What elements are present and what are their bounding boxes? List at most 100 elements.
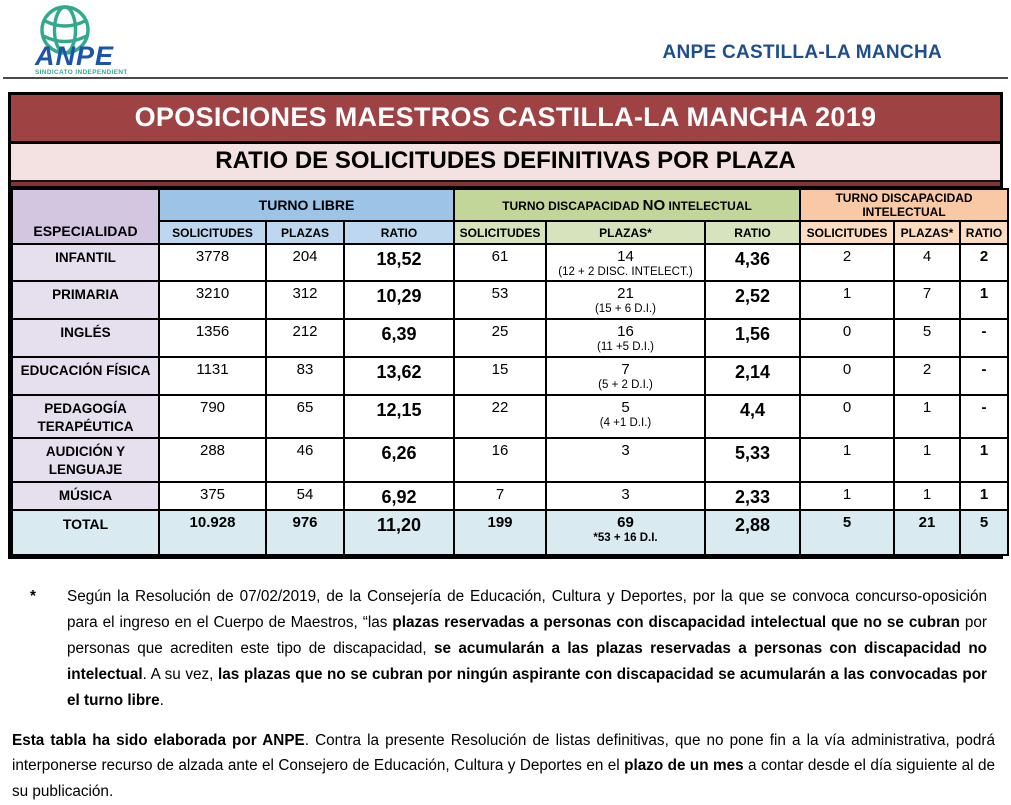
group-turno-discapacidad-no-intelectual: TURNO DISCAPACIDAD NO INTELECTUAL — [452, 188, 802, 222]
td-plazas-note: (5 + 2 D.I.) — [598, 378, 653, 391]
td-solicitudes-total: 199 — [453, 508, 547, 556]
tl-solicitudes-cell: 288 — [158, 437, 267, 483]
page-header: ANPE SINDICATO INDEPENDIENTE ANPE CASTIL… — [3, 0, 1008, 79]
ti-ratio-cell: - — [959, 355, 1010, 396]
td-plazas-value: 21 — [617, 285, 634, 303]
footnote: * Según la Resolución de 07/02/2019, de … — [30, 584, 987, 714]
footnote-seg7: . — [159, 691, 164, 709]
especialidad-cell: PRIMARIA — [11, 280, 160, 320]
ti-ratio-cell: - — [959, 393, 1010, 440]
td-plazas-note: (15 + 6 D.I.) — [594, 303, 657, 316]
especialidad-header: ESPECIALIDAD — [11, 188, 160, 245]
tl-solicitudes-cell: 3210 — [158, 280, 267, 320]
ti-solicitudes-cell: 2 — [799, 242, 896, 283]
total-label-cell: TOTAL — [11, 508, 160, 556]
col-td-ratio: RATIO — [703, 220, 802, 245]
td-plazas-cell: 5 (4 +1 D.I.) — [545, 393, 706, 440]
ti-ratio-cell: 1 — [959, 437, 1010, 483]
ti-ratio-cell: 1 — [959, 280, 1010, 320]
tl-ratio-total: 11,20 — [343, 508, 455, 556]
td-solicitudes-cell: 25 — [453, 317, 547, 358]
tl-ratio-cell: 10,29 — [343, 280, 455, 320]
col-ti-plazas: PLAZAS* — [893, 220, 962, 245]
tl-solicitudes-cell: 3778 — [158, 242, 267, 283]
td-plazas-value: 5 — [621, 398, 630, 416]
group2-no: NO — [642, 196, 666, 214]
footnote-seg1: Según la Resolución de 07/02/2019, de la… — [67, 587, 987, 631]
tl-solicitudes-cell: 375 — [158, 480, 267, 511]
tl-plazas-total: 976 — [265, 508, 345, 556]
td-plazas-total: 69 *53 + 16 D.I. — [545, 508, 706, 556]
td-plazas-cell: 3 — [545, 480, 706, 511]
tl-ratio-cell: 13,62 — [343, 355, 455, 396]
td-plazas-value: 7 — [621, 360, 630, 378]
ti-plazas-cell: 4 — [893, 242, 962, 283]
td-plazas-note: (12 + 2 DISC. INTELECT.) — [558, 266, 693, 278]
td-plazas-cell: 14 (12 + 2 DISC. INTELECT.) — [545, 242, 706, 283]
ti-solicitudes-cell: 1 — [799, 480, 896, 511]
group2-pre: TURNO DISCAPACIDAD — [502, 198, 640, 213]
main-title: OPOSICIONES MAESTROS CASTILLA-LA MANCHA … — [11, 95, 1000, 144]
group-turno-discapacidad-intelectual: TURNO DISCAPACIDAD INTELECTUAL — [799, 188, 1010, 222]
tl-plazas-cell: 83 — [265, 355, 345, 396]
group-turno-libre: TURNO LIBRE — [158, 188, 455, 222]
td-plazas-value: 69 — [617, 513, 634, 531]
td-plazas-cell: 21 (15 + 6 D.I.) — [545, 280, 706, 320]
ti-plazas-cell: 1 — [893, 480, 962, 511]
td-solicitudes-cell: 16 — [453, 437, 547, 483]
divider-strip — [11, 182, 1000, 188]
logo-subtext: SINDICATO INDEPENDIENTE — [35, 69, 127, 76]
td-ratio-cell: 4,36 — [703, 242, 802, 283]
td-plazas-value: 3 — [621, 442, 630, 460]
td-ratio-cell: 5,33 — [703, 437, 802, 483]
tl-solicitudes-cell: 790 — [158, 393, 267, 440]
ti-solicitudes-cell: 1 — [799, 437, 896, 483]
tl-plazas-cell: 65 — [265, 393, 345, 440]
tl-ratio-cell: 18,52 — [343, 242, 455, 283]
tl-ratio-cell: 6,92 — [343, 480, 455, 511]
td-solicitudes-cell: 22 — [453, 393, 547, 440]
logo-text: ANPE — [34, 41, 114, 71]
td-plazas-value: 3 — [621, 485, 630, 503]
group-header-row: ESPECIALIDAD TURNO LIBRE TURNO DISCAPACI… — [11, 188, 1010, 245]
col-ti-solicitudes: SOLICITUDES — [799, 220, 896, 245]
tl-plazas-cell: 46 — [265, 437, 345, 483]
td-plazas-note: *53 + 16 D.I. — [593, 531, 658, 544]
td-plazas-value: 16 — [617, 322, 634, 340]
footer-seg3: plazo de un mes — [624, 757, 744, 775]
ti-solicitudes-cell: 0 — [799, 317, 896, 358]
col-tl-ratio: RATIO — [343, 220, 455, 245]
org-title: ANPE CASTILLA-LA MANCHA — [662, 42, 942, 63]
col-ti-ratio: RATIO — [959, 220, 1010, 245]
table-row-musica: MÚSICA 375 54 6,92 7 3 2,33 1 1 1 — [11, 480, 1010, 511]
tl-ratio-cell: 6,26 — [343, 437, 455, 483]
col-tl-solicitudes: SOLICITUDES — [158, 220, 267, 245]
ti-ratio-cell: 1 — [959, 480, 1010, 511]
td-solicitudes-cell: 15 — [453, 355, 547, 396]
td-solicitudes-cell: 61 — [453, 242, 547, 283]
td-plazas-cell: 3 — [545, 437, 706, 483]
td-plazas-note: (4 +1 D.I.) — [599, 416, 652, 429]
ti-solicitudes-total: 5 — [799, 508, 896, 556]
td-solicitudes-cell: 7 — [453, 480, 547, 511]
sub-title: RATIO DE SOLICITUDES DEFINITIVAS POR PLA… — [11, 144, 1000, 182]
globe-icon: ANPE SINDICATO INDEPENDIENTE — [34, 5, 132, 76]
ti-plazas-cell: 7 — [893, 280, 962, 320]
footnote-seg2: plazas reservadas a personas con discapa… — [392, 613, 960, 631]
tl-plazas-cell: 204 — [265, 242, 345, 283]
ti-ratio-cell: - — [959, 317, 1010, 358]
footnote-seg4: se acumularán a las plazas reservadas a … — [67, 639, 988, 683]
td-solicitudes-cell: 53 — [453, 280, 547, 320]
ti-plazas-total: 21 — [893, 508, 962, 556]
tl-solicitudes-total: 10.928 — [158, 508, 267, 556]
col-tl-plazas: PLAZAS — [265, 220, 345, 245]
especialidad-cell: AUDICIÓN Y LENGUAJE — [11, 437, 160, 483]
especialidad-cell: PEDAGOGÍA TERAPÉUTICA — [11, 393, 160, 440]
tl-solicitudes-cell: 1131 — [158, 355, 267, 396]
td-ratio-total: 2,88 — [703, 508, 802, 556]
table-row-primaria: PRIMARIA 3210 312 10,29 53 21 (15 + 6 D.I… — [11, 280, 1010, 320]
tl-plazas-cell: 312 — [265, 280, 345, 320]
table-row-pedagogia-terapeutica: PEDAGOGÍA TERAPÉUTICA 790 65 12,15 22 5(… — [11, 393, 1010, 440]
footnote-marker: * — [30, 587, 36, 605]
tl-solicitudes-cell: 1356 — [158, 317, 267, 358]
